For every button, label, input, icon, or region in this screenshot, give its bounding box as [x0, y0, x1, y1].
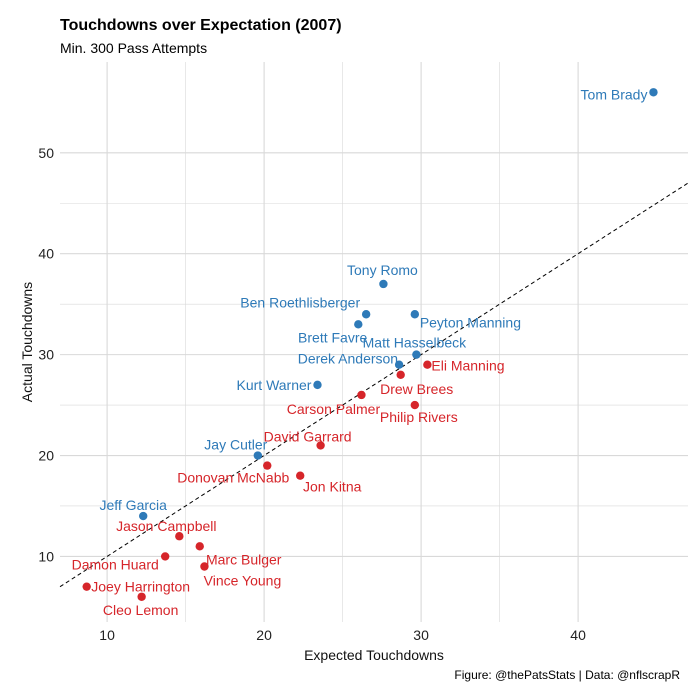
label-jason-campbell: Jason Campbell [116, 518, 216, 534]
point-jon-kitna [296, 471, 305, 480]
label-derek-anderson: Derek Anderson [298, 351, 398, 367]
reference-line [59, 182, 689, 588]
axis-ticks: 10 20 30 40 10 20 30 40 50 [38, 145, 586, 643]
chart-caption: Figure: @thePatsStats | Data: @nflscrapR [454, 668, 680, 682]
x-axis-title: Expected Touchdowns [304, 647, 444, 663]
point-damon-huard [160, 552, 170, 561]
reference-line-group [59, 182, 689, 588]
chart-title: Touchdowns over Expectation (2007) [60, 17, 342, 34]
point-philip-rivers [410, 400, 420, 410]
label-marc-bulger: Marc Bulger [206, 551, 282, 567]
label-peyton-manning: Peyton Manning [420, 314, 521, 330]
point-jay-cutler [253, 451, 263, 460]
point-jeff-garcia [139, 511, 148, 521]
label-tony-romo: Tony Romo [347, 262, 418, 278]
point-jason-campbell [175, 532, 184, 541]
point-matt-hasselbeck [412, 350, 421, 359]
y-tick-label: 50 [38, 145, 54, 161]
point-tony-romo [379, 279, 388, 289]
grid-lines [60, 62, 688, 622]
label-philip-rivers: Philip Rivers [380, 409, 458, 425]
point-kurt-warner [313, 380, 322, 390]
y-tick-label: 10 [38, 548, 54, 564]
label-matt-hasselbeck: Matt Hasselbeck [363, 335, 467, 351]
point-labels: Tom Brady Tony Romo Ben Roethlisberger Peyt… [72, 86, 648, 618]
label-kurt-warner: Kurt Warner [237, 377, 312, 393]
label-drew-brees: Drew Brees [380, 381, 453, 397]
y-tick-label: 30 [38, 347, 54, 363]
y-tick-label: 40 [38, 246, 54, 262]
point-derek-anderson [394, 360, 404, 369]
point-carson-palmer [357, 390, 366, 400]
label-ben-roethlisberger: Ben Roethlisberger [240, 294, 360, 310]
point-vince-young [200, 562, 209, 571]
label-jay-cutler: Jay Cutler [204, 437, 267, 453]
point-david-garrard [316, 441, 325, 450]
data-points [82, 88, 658, 601]
y-axis-title: Actual Touchdowns [19, 282, 35, 402]
label-jeff-garcia: Jeff Garcia [99, 497, 167, 513]
point-marc-bulger [195, 542, 204, 551]
point-donovan-mcnabb [263, 461, 272, 470]
point-cleo-lemon [137, 592, 146, 601]
point-eli-manning [423, 360, 432, 369]
point-ben-roethlisberger [361, 310, 371, 319]
label-carson-palmer: Carson Palmer [287, 401, 381, 417]
label-damon-huard: Damon Huard [72, 556, 159, 572]
y-tick-label: 20 [38, 448, 54, 464]
label-joey-harrington: Joey Harrington [91, 579, 190, 595]
point-brett-favre [354, 320, 363, 329]
label-brett-favre: Brett Favre [298, 329, 367, 345]
point-drew-brees [396, 370, 405, 379]
point-tom-brady [649, 88, 658, 97]
x-tick-label: 10 [99, 627, 115, 643]
x-tick-label: 40 [570, 627, 586, 643]
label-jon-kitna: Jon Kitna [303, 479, 362, 495]
label-david-garrard: David Garrard [264, 428, 352, 444]
label-cleo-lemon: Cleo Lemon [103, 602, 179, 618]
label-tom-brady: Tom Brady [581, 86, 648, 102]
chart-subtitle: Min. 300 Pass Attempts [60, 40, 208, 56]
label-vince-young: Vince Young [204, 573, 282, 589]
x-tick-label: 30 [413, 627, 429, 643]
point-peyton-manning [410, 310, 420, 319]
label-eli-manning: Eli Manning [431, 358, 504, 374]
point-joey-harrington [82, 582, 91, 591]
x-tick-label: 20 [256, 627, 272, 643]
label-donovan-mcnabb: Donovan McNabb [177, 470, 289, 486]
